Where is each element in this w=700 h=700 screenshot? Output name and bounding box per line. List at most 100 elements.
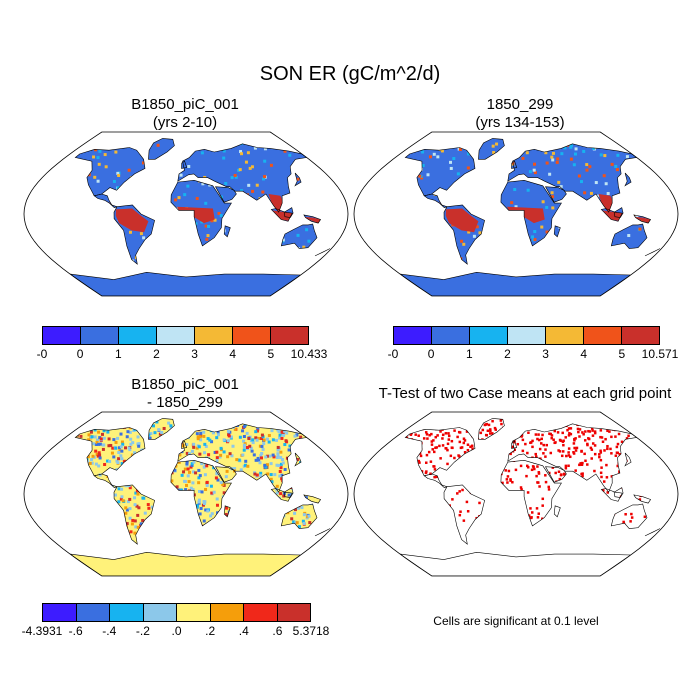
land-cell <box>206 234 210 238</box>
significant-cell <box>534 433 538 436</box>
significant-cell <box>574 437 577 440</box>
significant-cell <box>536 516 540 519</box>
significant-cell <box>542 452 545 455</box>
land-cell <box>283 149 287 153</box>
land-cell <box>532 168 536 172</box>
significant-cell <box>447 434 451 438</box>
land-cell <box>475 225 479 229</box>
land-cell <box>460 239 464 243</box>
significant-cell <box>506 475 510 478</box>
land-cell <box>305 228 309 232</box>
significant-cell <box>583 452 586 456</box>
significant-cell <box>430 443 434 446</box>
diff-cell <box>116 436 120 440</box>
diff-cell <box>169 424 173 428</box>
significant-cell <box>568 432 571 435</box>
land-cell <box>263 175 267 179</box>
diff-cell <box>94 449 98 453</box>
land-cell <box>559 185 563 189</box>
significant-cell <box>430 440 434 443</box>
significant-cell <box>582 433 585 436</box>
significant-cell <box>461 488 464 492</box>
coastline <box>633 214 652 224</box>
colorbar-swatch <box>394 327 432 344</box>
land-cell <box>195 197 199 201</box>
significant-cell <box>602 489 605 492</box>
colorbar-swatch <box>271 327 308 344</box>
diff-cell <box>134 491 138 495</box>
diff-cell <box>215 459 219 463</box>
significant-cell <box>564 464 568 468</box>
significant-cell <box>557 470 561 473</box>
diff-cell <box>120 462 124 466</box>
significant-cell <box>530 511 534 514</box>
colorbar-tick-label: -4.3931 <box>21 624 63 638</box>
significant-cell <box>426 437 429 440</box>
map-border <box>353 131 679 297</box>
diff-cell <box>213 450 217 454</box>
diff-cell <box>293 511 297 515</box>
significant-cell <box>598 453 601 456</box>
land-cell <box>514 205 518 209</box>
diff-cell <box>197 489 201 493</box>
diff-cell <box>244 423 248 427</box>
colorbar-swatch <box>210 604 244 621</box>
diff-cell <box>106 430 110 434</box>
land-cell <box>462 242 466 246</box>
diff-cell <box>265 463 269 467</box>
land-cell <box>525 151 529 155</box>
diff-cell <box>262 438 266 442</box>
significant-cell <box>459 510 462 513</box>
significant-cell <box>465 430 469 433</box>
diff-cell <box>265 437 269 441</box>
diff-cell <box>133 451 137 455</box>
diff-cell <box>101 447 105 451</box>
significant-cell <box>590 448 594 451</box>
land-png <box>303 494 321 504</box>
land-cell <box>240 152 244 156</box>
diff-cell <box>295 521 299 525</box>
diff-cell <box>143 511 147 515</box>
diff-cell <box>109 443 113 447</box>
diff-cell <box>185 443 189 447</box>
significant-cell <box>529 507 532 510</box>
coastline <box>507 423 638 493</box>
diff-cell <box>119 454 123 458</box>
land-cell <box>614 164 618 168</box>
significant-cell <box>586 442 589 446</box>
coastline <box>600 208 623 222</box>
significant-cell <box>564 466 568 470</box>
significant-cell <box>533 467 536 471</box>
diff-cell <box>198 452 202 456</box>
land-cell <box>545 161 549 165</box>
significant-cell <box>593 431 597 435</box>
significant-cell <box>603 449 606 452</box>
significant-cell <box>458 440 462 444</box>
significant-cell <box>606 444 609 448</box>
diff-cell <box>235 458 239 462</box>
diff-cell <box>155 420 159 424</box>
significant-cell <box>425 433 429 436</box>
diff-cell <box>136 513 140 517</box>
land-cell <box>550 155 554 159</box>
coastline <box>303 494 322 504</box>
significant-cell <box>567 464 570 468</box>
significant-cell <box>590 457 593 460</box>
colorbar-tick-label: 5 <box>267 347 275 361</box>
land-cell <box>204 224 208 228</box>
significant-cell <box>504 469 507 472</box>
significant-cell <box>541 433 544 437</box>
land-cell <box>222 149 226 153</box>
significant-cell <box>521 449 525 453</box>
diff-cell <box>191 488 195 492</box>
diff-cell <box>202 465 206 469</box>
significant-cell <box>535 455 538 458</box>
diff-cell <box>94 462 98 466</box>
coastline <box>511 160 518 169</box>
diff-cell <box>267 433 271 437</box>
land-cell <box>93 175 97 179</box>
land-cell <box>594 181 598 185</box>
land-cell <box>589 191 593 195</box>
significant-cell <box>537 471 541 474</box>
diff-cell <box>117 500 121 504</box>
